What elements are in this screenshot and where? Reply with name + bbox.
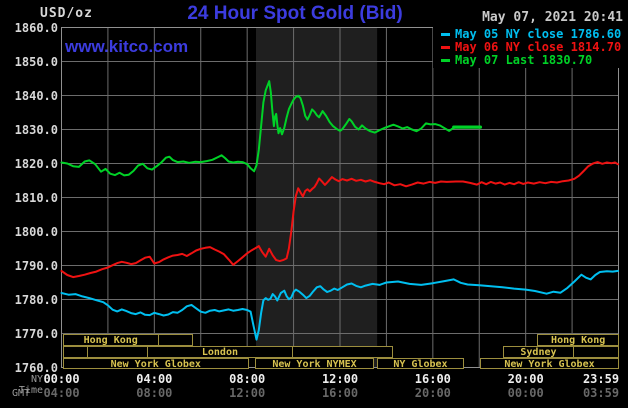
datetime-stamp: May 07, 2021 20:41 — [482, 10, 623, 25]
session-box-ny-globex: NY Globex — [376, 357, 464, 369]
session-box-london: London — [146, 345, 293, 358]
ny-time-tick: 23:59 — [582, 372, 620, 386]
series-line-may-06 — [60, 161, 619, 279]
session-box-new-york-globex: New York Globex — [479, 357, 620, 369]
session-box-new-york-globex: New York Globex — [62, 357, 249, 369]
legend-label: May 06 NY close 1814.70 — [455, 40, 622, 54]
unit-label: USD/oz — [40, 6, 93, 21]
legend-label: May 07 Last 1830.70 — [455, 53, 593, 67]
legend-label: May 05 NY close 1786.60 — [455, 27, 622, 41]
y-axis-tick-label: 1790.0 — [14, 258, 58, 273]
ny-time-tick: 16:00 — [414, 372, 451, 386]
y-axis-tick-label: 1760.0 — [14, 360, 58, 375]
series-line-may-05 — [60, 269, 619, 341]
gmt-tick: 08:00 — [136, 386, 173, 400]
y-axis-tick-label: 1830.0 — [14, 122, 58, 137]
y-axis-tick-label: 1800.0 — [14, 224, 58, 239]
session-box-new-york-nymex: New York NYMEX — [255, 357, 374, 369]
gmt-axis-label: GMT — [11, 388, 30, 399]
session-box-sydney: Sydney — [502, 345, 574, 358]
gmt-tick: 04:00 — [43, 386, 80, 400]
legend-dash-icon — [441, 59, 450, 62]
legend-dash-icon — [441, 33, 450, 36]
series-line-may-07 — [60, 80, 482, 177]
gmt-tick: 12:00 — [229, 386, 266, 400]
session-box-hong-kong: Hong Kong — [62, 333, 159, 346]
ny-time-tick: 04:00 — [136, 372, 173, 386]
page-title: 24 Hour Spot Gold (Bid) — [187, 3, 403, 24]
ny-time-tick: 08:00 — [229, 372, 266, 386]
gmt-tick: 03:59 — [582, 386, 620, 400]
session-box — [62, 345, 89, 358]
gmt-tick: 20:00 — [414, 386, 451, 400]
y-axis-tick-label: 1770.0 — [14, 326, 58, 341]
gmt-tick: 16:00 — [321, 386, 359, 400]
session-box — [291, 345, 393, 358]
y-axis-tick-label: 1820.0 — [14, 156, 58, 171]
y-axis-tick-label: 1860.0 — [14, 20, 58, 35]
gmt-tick: 00:00 — [507, 386, 544, 400]
y-axis-tick-label: 1780.0 — [14, 292, 58, 307]
ny-time-axis-label: NY Time — [18, 374, 43, 396]
legend-dash-icon — [441, 46, 450, 49]
session-box — [87, 345, 148, 358]
session-box — [573, 345, 620, 358]
kitco-watermark-link[interactable]: www.kitco.com — [65, 37, 189, 56]
ny-time-tick: 12:00 — [321, 372, 359, 386]
y-axis-tick-label: 1840.0 — [14, 88, 58, 103]
y-axis-tick-label: 1850.0 — [14, 54, 58, 69]
y-axis-tick-label: 1810.0 — [14, 190, 58, 205]
session-box — [157, 333, 193, 346]
ny-time-tick: 00:00 — [43, 372, 80, 386]
ny-time-tick: 20:00 — [507, 372, 544, 386]
legend-background — [433, 26, 623, 68]
session-box-hong-kong: Hong Kong — [537, 333, 620, 346]
